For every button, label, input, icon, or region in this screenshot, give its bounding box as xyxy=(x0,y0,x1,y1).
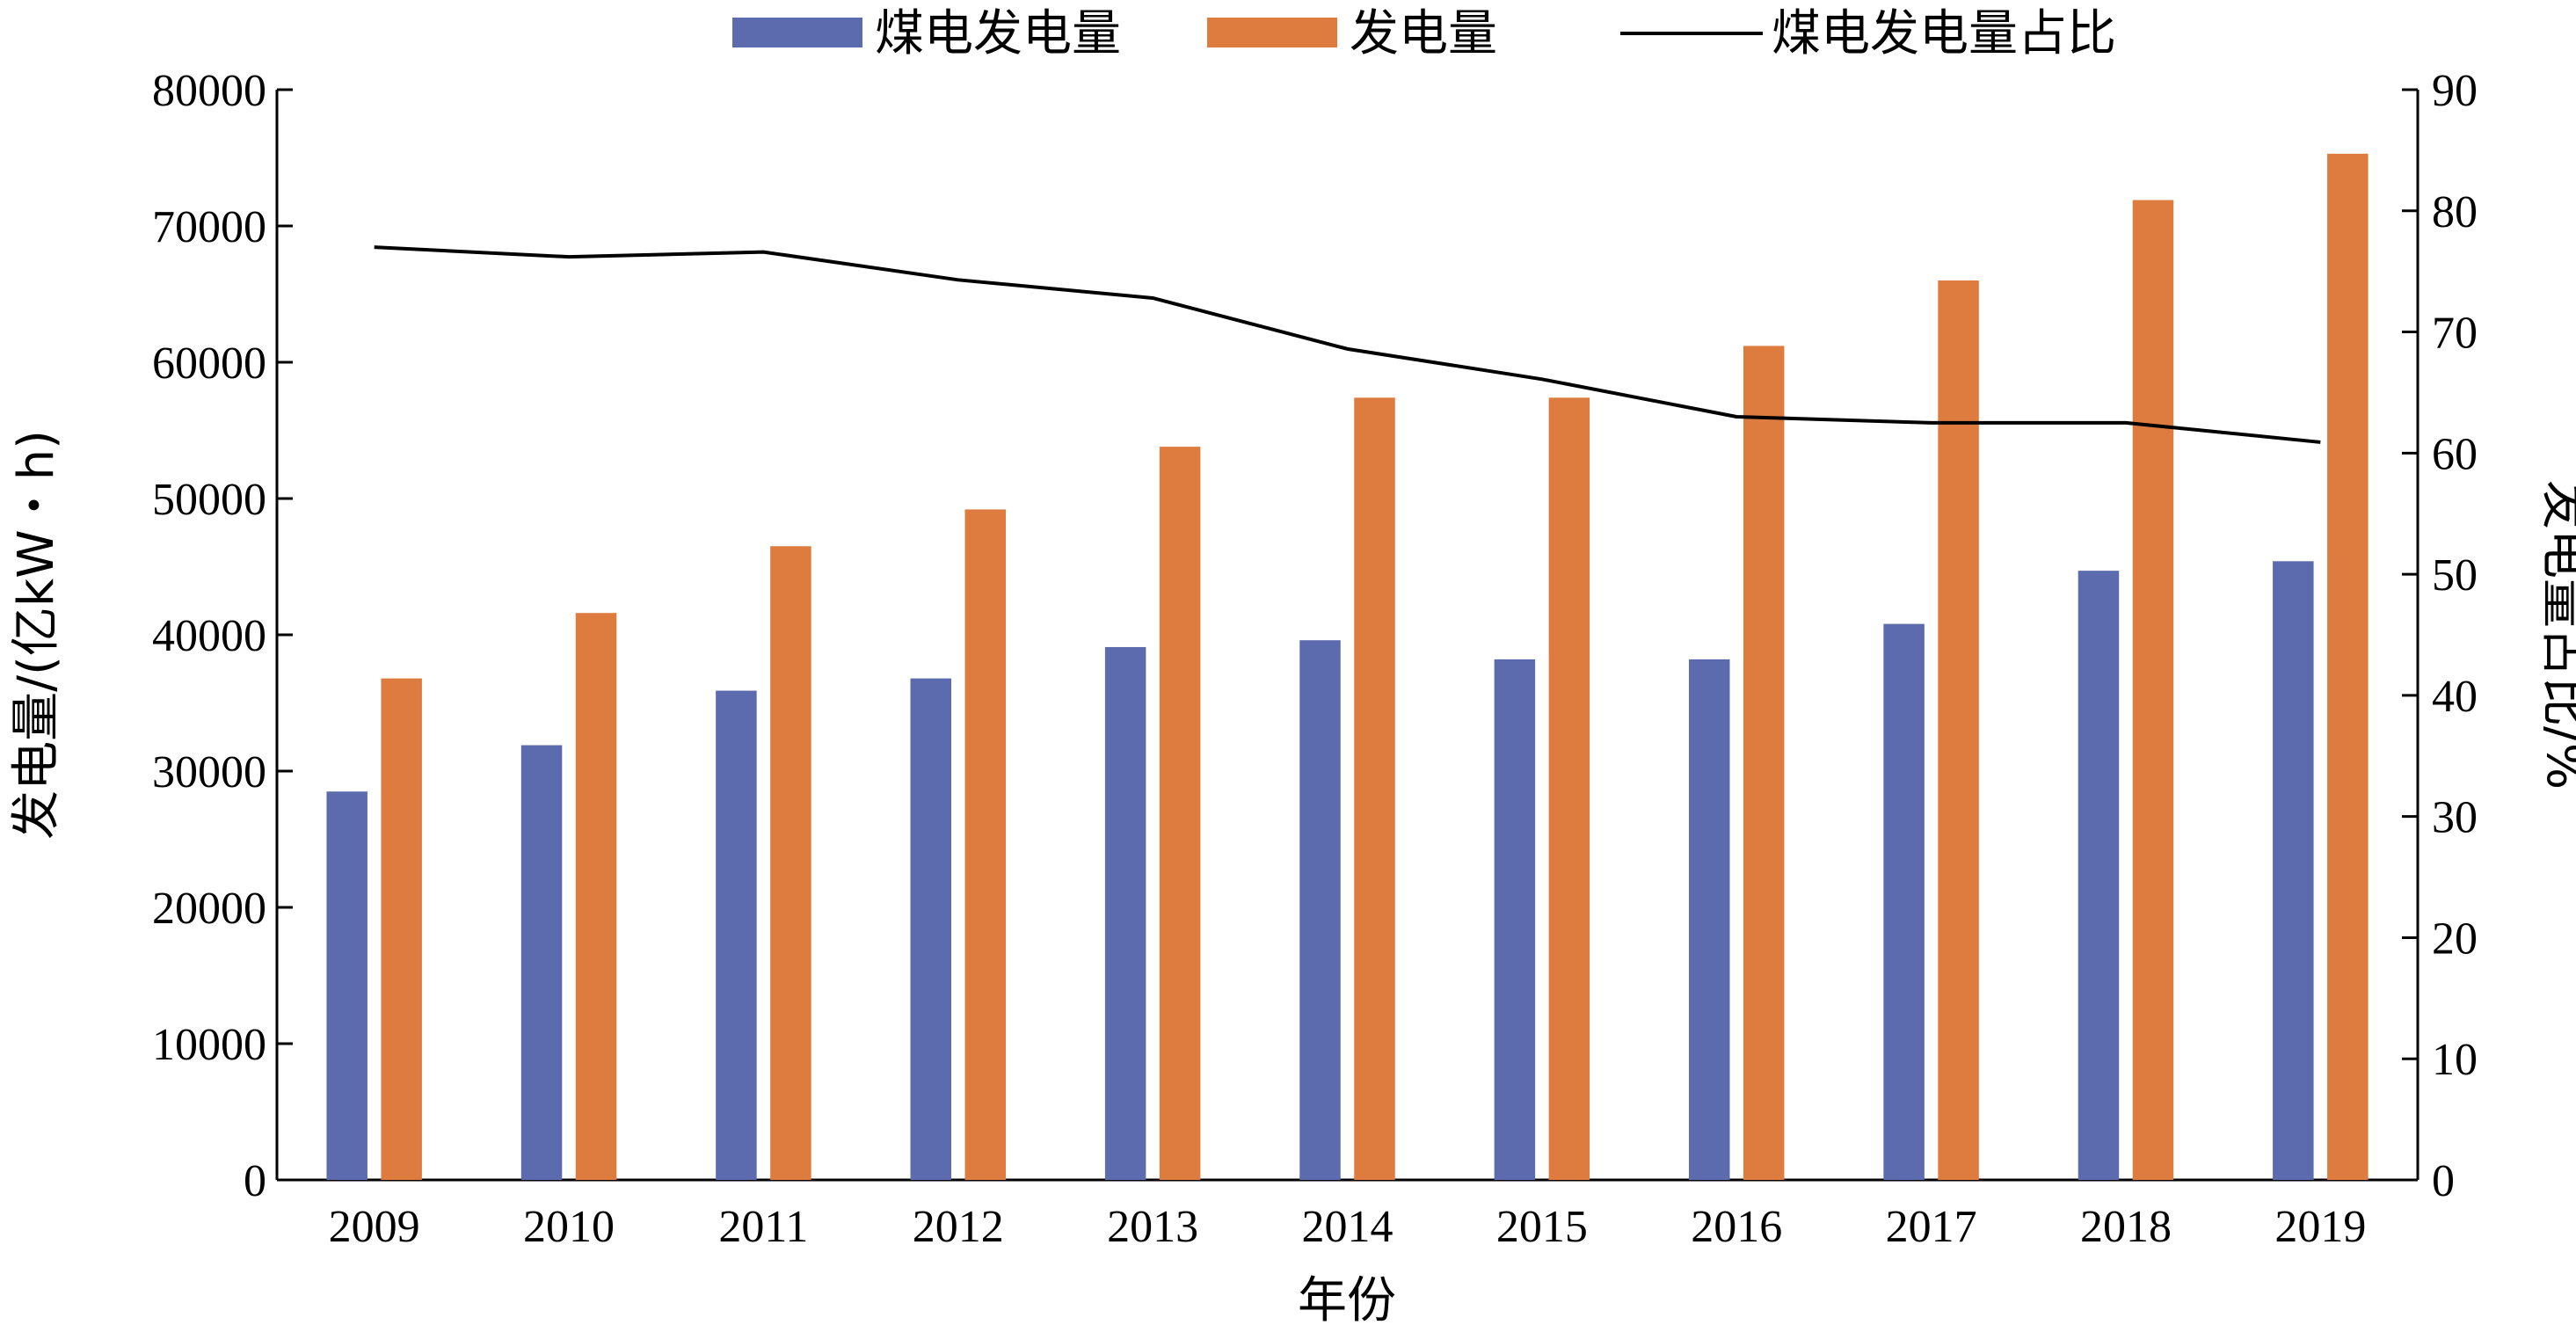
right-tick-label: 60 xyxy=(2432,429,2478,479)
left-tick-label: 20000 xyxy=(152,884,266,934)
bar-coal xyxy=(1299,640,1341,1180)
x-tick-label: 2019 xyxy=(2274,1202,2366,1252)
left-tick-label: 40000 xyxy=(152,611,266,661)
x-tick-label: 2010 xyxy=(523,1202,615,1252)
x-tick-label: 2015 xyxy=(1496,1202,1588,1252)
right-axis-ticks: 0 10 20 30 40 50 60 70 80 90 xyxy=(2402,66,2478,1206)
y2-axis-title: 发电量占比/% xyxy=(2536,480,2576,790)
bar-coal xyxy=(520,745,563,1180)
bar-total xyxy=(964,509,1007,1180)
x-axis-title: 年份 xyxy=(1298,1272,1396,1325)
left-tick-label: 30000 xyxy=(152,747,266,797)
bar-total xyxy=(1938,280,1979,1180)
bar-coal xyxy=(2078,571,2120,1180)
right-tick-label: 90 xyxy=(2432,66,2478,116)
bar-total xyxy=(575,613,617,1180)
bar-total xyxy=(1159,447,1201,1181)
bar-total xyxy=(1548,397,1590,1180)
x-tick-label: 2011 xyxy=(718,1202,808,1252)
bar-total xyxy=(1743,346,1785,1180)
bar-total xyxy=(770,546,811,1180)
right-tick-label: 70 xyxy=(2432,309,2478,359)
x-tick-label: 2017 xyxy=(1886,1202,1977,1252)
x-axis-ticks: 2009 2010 2011 2012 2013 2014 2015 2016 2017 2018… xyxy=(329,1202,2367,1252)
right-tick-label: 30 xyxy=(2432,793,2478,843)
legend-swatch-coal xyxy=(732,18,862,47)
x-tick-label: 2014 xyxy=(1302,1202,1394,1252)
left-tick-label: 50000 xyxy=(152,475,266,525)
bar-coal xyxy=(1883,623,1925,1180)
left-axis-ticks: 0 10000 20000 30000 40000 50000 60000 70000 8000… xyxy=(152,66,293,1206)
legend-swatch-total xyxy=(1207,18,1337,47)
left-tick-label: 70000 xyxy=(152,202,266,252)
bars xyxy=(326,153,2369,1181)
legend: 煤电发电量 发电量 煤电发电量占比 xyxy=(732,5,2116,62)
bar-coal xyxy=(1494,659,1536,1180)
bar-coal xyxy=(1688,659,1730,1180)
right-tick-label: 80 xyxy=(2432,187,2478,237)
y-axis-title: 发电量/(亿kW・h) xyxy=(8,430,65,840)
bar-coal xyxy=(1104,646,1146,1180)
legend-label-share: 煤电发电量占比 xyxy=(1772,5,2116,62)
legend-label-coal: 煤电发电量 xyxy=(875,5,1121,62)
series-line-share xyxy=(374,245,2321,444)
right-tick-label: 40 xyxy=(2432,672,2478,722)
bar-coal xyxy=(326,791,367,1180)
bar-coal xyxy=(2273,561,2314,1180)
right-tick-label: 20 xyxy=(2432,914,2478,964)
legend-label-total: 发电量 xyxy=(1350,5,1497,62)
left-tick-label: 60000 xyxy=(152,339,266,389)
bar-total xyxy=(2132,200,2174,1180)
bar-total xyxy=(381,678,422,1180)
x-tick-label: 2012 xyxy=(913,1202,1004,1252)
right-tick-label: 0 xyxy=(2432,1156,2455,1206)
right-tick-label: 50 xyxy=(2432,550,2478,601)
bar-total xyxy=(1354,397,1395,1180)
bar-total xyxy=(2327,153,2369,1181)
x-tick-label: 2013 xyxy=(1107,1202,1198,1252)
left-tick-label: 10000 xyxy=(152,1020,266,1070)
bar-coal xyxy=(910,678,952,1180)
right-tick-label: 10 xyxy=(2432,1035,2478,1085)
share-line-layer xyxy=(374,245,2321,444)
left-tick-label: 0 xyxy=(244,1156,266,1206)
x-tick-label: 2018 xyxy=(2080,1202,2172,1252)
bar-coal xyxy=(716,690,757,1180)
x-tick-label: 2009 xyxy=(329,1202,420,1252)
left-tick-label: 80000 xyxy=(152,66,266,116)
x-tick-label: 2016 xyxy=(1691,1202,1782,1252)
